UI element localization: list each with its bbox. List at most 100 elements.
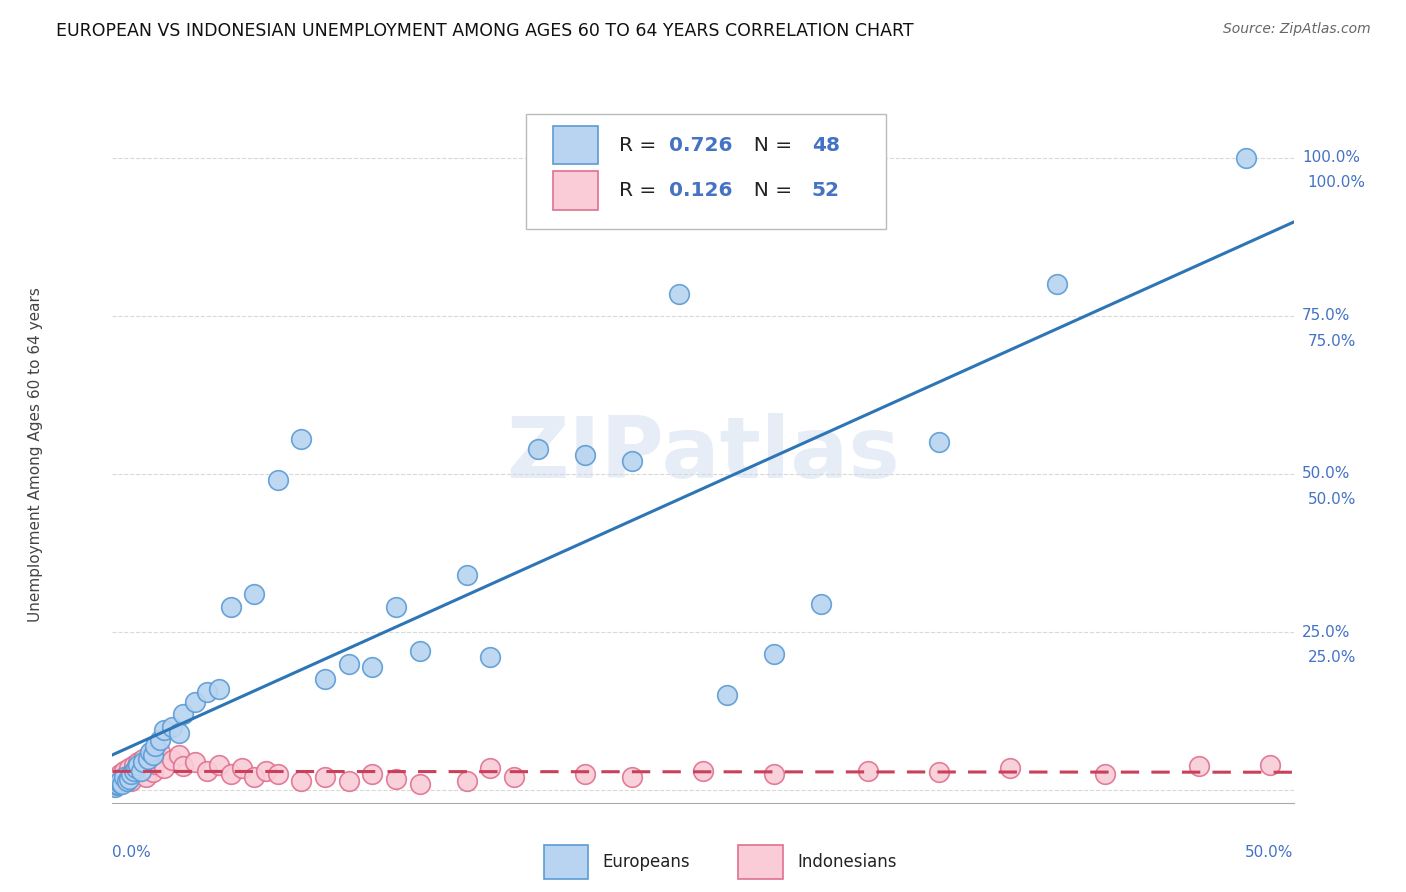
Point xyxy=(112,771,135,785)
Point xyxy=(184,755,207,769)
Point xyxy=(135,771,157,785)
Point xyxy=(153,761,176,775)
Point xyxy=(122,757,145,772)
Text: R =: R = xyxy=(619,181,662,200)
Point xyxy=(115,773,138,788)
Text: Europeans: Europeans xyxy=(603,853,690,871)
Point xyxy=(125,761,148,775)
Point xyxy=(408,644,430,658)
Point xyxy=(104,780,127,794)
Point xyxy=(1258,757,1281,772)
FancyBboxPatch shape xyxy=(553,126,598,164)
Point xyxy=(195,764,218,779)
Point xyxy=(254,764,277,779)
Point xyxy=(172,707,194,722)
Point xyxy=(810,597,832,611)
Point xyxy=(385,599,408,614)
Text: Indonesians: Indonesians xyxy=(797,853,897,871)
Point xyxy=(314,673,336,687)
Text: 50.0%: 50.0% xyxy=(1302,467,1350,482)
Point xyxy=(108,773,131,788)
Point xyxy=(998,761,1021,775)
Text: 52: 52 xyxy=(811,181,839,200)
Point xyxy=(574,767,596,781)
Point xyxy=(479,761,502,775)
Point xyxy=(716,688,738,702)
Point xyxy=(132,751,155,765)
Point xyxy=(208,757,231,772)
Point xyxy=(115,769,138,783)
Text: 100.0%: 100.0% xyxy=(1308,176,1365,190)
Point xyxy=(762,647,785,661)
Text: 0.0%: 0.0% xyxy=(112,845,152,860)
Point xyxy=(120,767,142,781)
Point xyxy=(621,771,644,785)
Point xyxy=(928,765,950,780)
Point xyxy=(153,723,176,737)
Point xyxy=(108,767,131,781)
Point xyxy=(692,764,714,779)
Point xyxy=(184,695,207,709)
Point xyxy=(267,473,290,487)
FancyBboxPatch shape xyxy=(738,845,783,880)
Text: ZIPatlas: ZIPatlas xyxy=(506,413,900,497)
Point xyxy=(208,681,231,696)
Point xyxy=(149,745,172,759)
Point xyxy=(105,773,128,788)
Text: 75.0%: 75.0% xyxy=(1302,309,1350,323)
Text: 48: 48 xyxy=(811,136,839,155)
Point xyxy=(290,773,312,788)
Point xyxy=(337,657,360,671)
Point xyxy=(122,764,145,779)
Point xyxy=(574,448,596,462)
Point xyxy=(149,732,172,747)
Point xyxy=(143,756,166,771)
Point xyxy=(172,759,194,773)
FancyBboxPatch shape xyxy=(526,114,886,229)
Point xyxy=(118,761,141,775)
Point xyxy=(267,767,290,781)
Point xyxy=(858,764,880,779)
Point xyxy=(105,771,128,785)
Text: Source: ZipAtlas.com: Source: ZipAtlas.com xyxy=(1223,22,1371,37)
Point xyxy=(337,773,360,788)
Point xyxy=(479,650,502,665)
Point xyxy=(125,767,148,781)
Point xyxy=(160,753,183,767)
Text: EUROPEAN VS INDONESIAN UNEMPLOYMENT AMONG AGES 60 TO 64 YEARS CORRELATION CHART: EUROPEAN VS INDONESIAN UNEMPLOYMENT AMON… xyxy=(56,22,914,40)
Text: R =: R = xyxy=(619,136,662,155)
Point xyxy=(243,587,266,601)
Point xyxy=(142,748,165,763)
Point xyxy=(1188,759,1211,773)
Text: 0.726: 0.726 xyxy=(669,136,733,155)
Point xyxy=(136,759,159,773)
Point xyxy=(668,286,690,301)
Point xyxy=(120,773,142,788)
Point xyxy=(231,761,253,775)
Text: 25.0%: 25.0% xyxy=(1308,650,1355,665)
Point xyxy=(111,777,134,791)
Point xyxy=(290,432,312,446)
Point xyxy=(1094,767,1116,781)
Text: 100.0%: 100.0% xyxy=(1302,150,1360,165)
Text: 25.0%: 25.0% xyxy=(1302,624,1350,640)
FancyBboxPatch shape xyxy=(544,845,589,880)
Point xyxy=(142,765,165,780)
Point xyxy=(456,568,478,582)
Point xyxy=(108,775,131,789)
Point xyxy=(108,775,131,789)
Point xyxy=(139,745,162,759)
Point xyxy=(105,777,128,791)
Text: 50.0%: 50.0% xyxy=(1246,845,1294,860)
Point xyxy=(314,771,336,785)
Text: N =: N = xyxy=(741,136,799,155)
Point xyxy=(111,772,134,786)
Point xyxy=(1046,277,1069,292)
Point xyxy=(503,771,526,785)
Point xyxy=(118,772,141,786)
Point xyxy=(361,767,384,781)
Point xyxy=(928,435,950,450)
Point xyxy=(105,778,128,792)
Point xyxy=(160,720,183,734)
Point xyxy=(127,755,149,769)
